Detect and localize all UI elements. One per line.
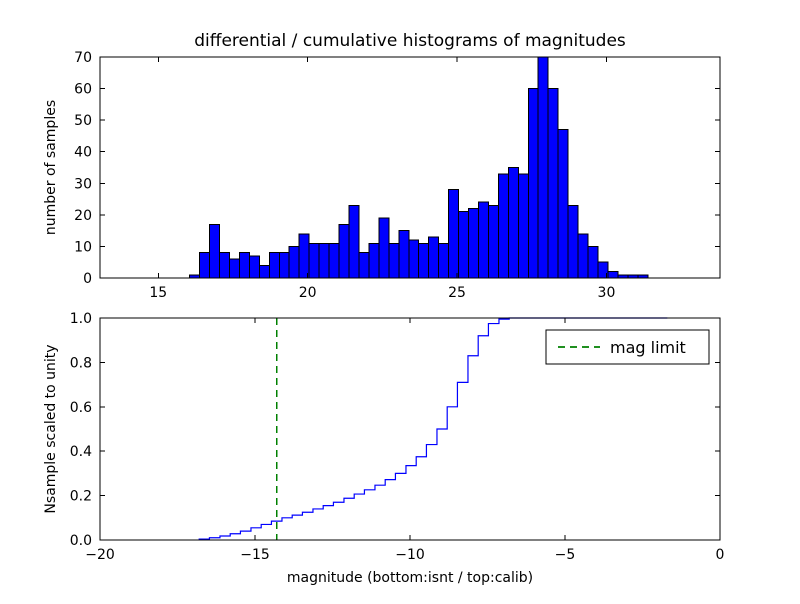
histogram-bar (537, 56, 549, 279)
histogram-bar (477, 201, 489, 279)
histogram-bar (587, 245, 599, 279)
histogram-bar (378, 217, 390, 279)
y-tick-label: 20 (74, 208, 92, 224)
top-axes: 15 20 25 30 0 10 20 30 40 50 60 70 differential / cu… (43, 31, 721, 301)
histogram-bar (368, 242, 380, 279)
y-tick-label: 40 (74, 145, 92, 161)
histogram-bar (388, 242, 400, 279)
histogram-bar (428, 236, 440, 279)
y-tick-label: 10 (74, 239, 92, 255)
histogram-bar (209, 223, 221, 279)
histogram-bar (268, 252, 280, 279)
histogram-bar (408, 239, 420, 279)
x-tick-label: −5 (555, 547, 576, 563)
histogram-bar (468, 208, 479, 279)
histogram-bar (487, 204, 499, 279)
histogram-bar (348, 204, 360, 279)
histogram-bar (308, 242, 320, 279)
x-tick-label: −15 (240, 547, 270, 563)
x-tick-label: −20 (85, 547, 115, 563)
histogram-bar (547, 88, 559, 279)
x-tick-label: 15 (149, 285, 167, 301)
histogram-bar (258, 264, 270, 279)
axes-frame (99, 56, 721, 279)
y-tick-label: 0.4 (70, 444, 92, 460)
histogram-bar (219, 252, 230, 279)
y-tick-label: 0.8 (70, 355, 92, 371)
histogram-bar (328, 242, 340, 279)
histogram-bar (557, 129, 569, 279)
bottom-axes: −20 −15 −10 −5 0 0.0 0.2 0.4 0.6 0.8 1.0 magnitude … (43, 311, 724, 586)
y-tick-label: 70 (74, 50, 92, 66)
histogram-bar (517, 173, 529, 279)
y-tick-label: 30 (74, 176, 92, 192)
histogram-bar (527, 88, 539, 279)
histogram-bar (278, 252, 290, 279)
bottom-y-axis-label: Nsample scaled to unity (43, 344, 59, 513)
histogram-bar (358, 252, 370, 279)
histogram-bar (338, 223, 350, 279)
histogram-bars (189, 56, 649, 279)
histogram-bar (298, 233, 310, 279)
chart-title: differential / cumulative histograms of … (194, 31, 626, 51)
histogram-bar (418, 242, 430, 279)
x-tick-label: 30 (598, 285, 616, 301)
top-y-axis-label: number of samples (43, 100, 59, 235)
histogram-bar (577, 233, 589, 279)
y-tick-label: 0.2 (70, 489, 92, 505)
histogram-bar (398, 230, 410, 279)
x-tick-label: 25 (448, 285, 466, 301)
histogram-bar (199, 252, 211, 279)
histogram-bar (288, 245, 300, 279)
histogram-bar (228, 258, 240, 279)
histogram-bar (607, 271, 619, 279)
histogram-bar (507, 167, 519, 279)
x-tick-label: 20 (299, 285, 317, 301)
y-tick-label: 1.0 (70, 311, 92, 327)
histogram-bar (318, 242, 330, 279)
y-tick-label: 60 (74, 82, 92, 98)
histogram-bar (567, 204, 579, 279)
x-tick-label: 0 (716, 547, 725, 563)
histogram-bar (497, 173, 509, 279)
histogram-bar (238, 252, 250, 279)
x-axis-label: magnitude (bottom:isnt / top:calib) (287, 570, 533, 586)
legend: mag limit (545, 329, 710, 365)
cumulative-line (198, 317, 668, 540)
histogram-bar (448, 189, 460, 279)
histogram-bar (458, 211, 470, 279)
y-tick-label: 0 (83, 271, 92, 287)
y-tick-label: 0.6 (70, 400, 92, 416)
histogram-bar (438, 242, 450, 279)
y-tick-label: 0.0 (70, 533, 92, 549)
x-tick-label: −10 (395, 547, 425, 563)
legend-label: mag limit (610, 338, 686, 357)
histogram-bar (248, 255, 260, 279)
y-tick-label: 50 (74, 113, 92, 129)
